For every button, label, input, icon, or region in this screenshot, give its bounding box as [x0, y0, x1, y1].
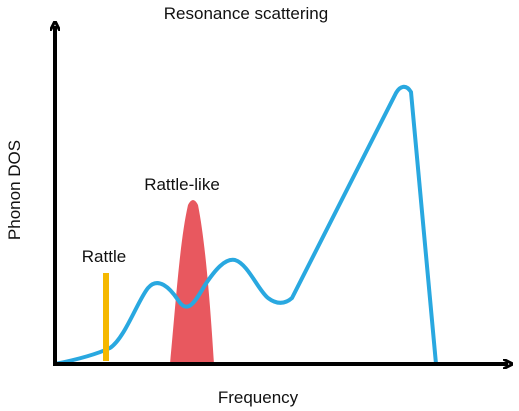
rattle-like-peak	[170, 200, 214, 364]
y-axis-label: Phonon DOS	[5, 140, 24, 240]
rattle-label: Rattle	[82, 247, 126, 266]
x-axis-label: Frequency	[218, 388, 299, 407]
dos-curve	[53, 84, 438, 366]
rattle-bar	[103, 273, 109, 361]
diagram-title: Resonance scattering	[164, 4, 328, 23]
rattle-like-label: Rattle-like	[144, 175, 220, 194]
